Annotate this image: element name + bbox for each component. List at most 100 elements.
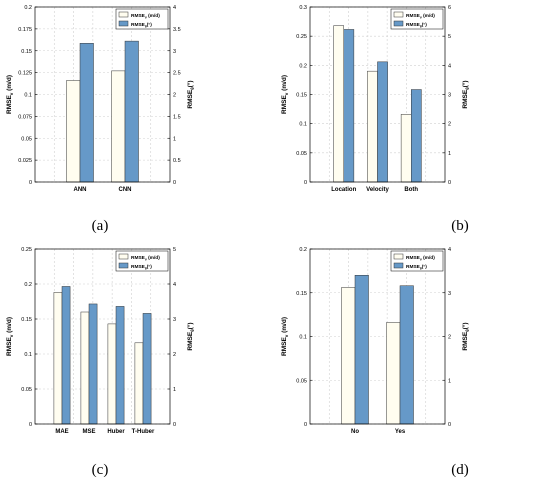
- bar-rmse-theta: [399, 285, 414, 425]
- y-tick-label: 0.1: [299, 335, 307, 341]
- y-tick-label: 0.05: [21, 136, 32, 142]
- y-tick-label: 0.175: [18, 27, 32, 33]
- y-right-tick-label: 3: [173, 49, 176, 55]
- x-tick-label: T-Huber: [132, 429, 155, 435]
- y-right-tick-label: 3: [173, 317, 176, 323]
- legend-swatch-rmse-v: [393, 253, 404, 260]
- legend-swatch-rmse-v: [393, 11, 404, 18]
- y-right-tick-label: 2: [173, 93, 176, 99]
- bar-rmse-v: [341, 287, 356, 425]
- y-right-tick-label: 5: [173, 247, 176, 253]
- y-right-tick-label: 3: [448, 291, 451, 297]
- y-right-tick-label: 1: [448, 151, 451, 157]
- bar-rmse-v: [134, 342, 144, 425]
- y-tick-label: 0: [304, 180, 307, 186]
- y-tick-label: 0.05: [296, 151, 307, 157]
- y-tick-label: 0.05: [296, 378, 307, 384]
- y-axis-label: RMSEv (m/d): [6, 75, 14, 114]
- chart-panel-c: MAE MSE Huber T-Huber 0 0.05 0.1 0.15 0.2 0.25 0 1 2…: [0, 242, 275, 462]
- bar-rmse-theta: [61, 286, 71, 425]
- bar-rmse-theta: [343, 29, 355, 183]
- y-right-tick-label: 2: [173, 352, 176, 358]
- legend-label-rmse-theta: RMSEθ(°): [406, 22, 427, 28]
- chart-d-svg: No Yes 0 0.05 0.1 0.15 0.2 0 1 2 3 4 RMSEv (m/d) RMSE…: [281, 247, 470, 435]
- x-tick-label: ANN: [74, 187, 87, 193]
- y-right-tick-label: 6: [448, 5, 451, 11]
- y-right-tick-label: 0: [448, 180, 451, 186]
- y-right-tick-label: 2.5: [173, 71, 181, 77]
- legend-box: [115, 8, 169, 30]
- caption-b: (b): [451, 218, 469, 234]
- bar-rmse-v: [386, 322, 401, 425]
- bar-rmse-v: [53, 292, 63, 425]
- y-tick-label: 0.1: [299, 122, 307, 128]
- legend-label-rmse-v: RMSEv (m/d): [131, 13, 160, 19]
- x-tick-label: Both: [404, 187, 418, 193]
- chart-c-svg: MAE MSE Huber T-Huber 0 0.05 0.1 0.15 0.2 0.25 0 1 2…: [6, 247, 195, 435]
- y-axis-label: RMSEv (m/d): [6, 317, 14, 356]
- y-right-tick-label: 2: [448, 122, 451, 128]
- y-tick-label: 0.2: [299, 63, 307, 69]
- y-right-tick-label: 1: [173, 387, 176, 393]
- bar-rmse-v: [107, 323, 117, 425]
- x-tick-label: Velocity: [366, 187, 389, 193]
- legend-swatch-rmse-theta: [393, 262, 404, 269]
- y-tick-label: 0.25: [21, 247, 32, 253]
- chart-a-svg: ANN CNN 0 0.025 0.05 0.075 0.1 0.125 0.15 0.175 0.…: [6, 5, 195, 193]
- bar-rmse-v: [80, 311, 90, 425]
- legend-label-rmse-v: RMSEv (m/d): [406, 255, 435, 261]
- y-axis-label: RMSEv (m/d): [281, 317, 289, 356]
- legend-label-rmse-theta: RMSEθ(°): [131, 22, 152, 28]
- legend-box: [390, 8, 444, 30]
- bar-rmse-theta: [377, 61, 388, 183]
- legend-swatch-rmse-theta: [118, 20, 129, 27]
- legend-swatch-rmse-theta: [118, 262, 129, 269]
- y-right-tick-label: 1: [173, 136, 176, 142]
- chart-panel-d: No Yes 0 0.05 0.1 0.15 0.2 0 1 2 3 4 RMSEv (m/d) RMSE…: [275, 242, 550, 462]
- y-right-tick-label: 3: [448, 93, 451, 99]
- y-tick-label: 0: [304, 422, 307, 428]
- y-tick-label: 0.3: [299, 5, 307, 11]
- y-tick-label: 0.15: [21, 317, 32, 323]
- legend-box: [390, 250, 444, 272]
- x-tick-label: No: [351, 429, 359, 435]
- legend-label-rmse-theta: RMSEθ(°): [131, 264, 152, 270]
- y-right-axis-label: RMSEθ(°): [461, 80, 470, 108]
- y-tick-label: 0.025: [18, 158, 32, 164]
- y-tick-label: 0.2: [24, 282, 32, 288]
- bar-rmse-v: [400, 114, 412, 183]
- y-tick-label: 0.1: [24, 352, 32, 358]
- y-tick-label: 0.25: [296, 34, 307, 40]
- y-right-tick-label: 1.5: [173, 114, 181, 120]
- bar-rmse-v: [367, 70, 378, 183]
- y-right-tick-label: 3.5: [173, 27, 181, 33]
- y-tick-label: 0.1: [24, 93, 32, 99]
- legend-box: [115, 250, 169, 272]
- bar-rmse-v: [111, 70, 126, 183]
- bar-rmse-theta: [115, 306, 125, 425]
- y-axis-label: RMSEv (m/d): [281, 75, 289, 114]
- bar-rmse-v: [66, 80, 81, 183]
- x-tick-label: CNN: [119, 187, 132, 193]
- y-right-tick-label: 4: [448, 247, 451, 253]
- legend-label-rmse-theta: RMSEθ(°): [406, 264, 427, 270]
- legend-swatch-rmse-theta: [393, 20, 404, 27]
- y-tick-label: 0.2: [24, 5, 32, 11]
- y-right-tick-label: 0.5: [173, 158, 181, 164]
- y-tick-label: 0.2: [299, 247, 307, 253]
- axes-frame: [34, 248, 171, 425]
- bar-rmse-theta: [354, 275, 369, 425]
- y-tick-label: 0.15: [296, 93, 307, 99]
- y-right-tick-label: 1: [448, 378, 451, 384]
- bar-rmse-theta: [124, 40, 139, 183]
- y-right-tick-label: 4: [448, 63, 451, 69]
- y-right-tick-label: 0: [173, 180, 176, 186]
- chart-b-svg: Location Velocity Both 0 0.05 0.1 0.15 0.2 0.25 0…: [281, 5, 470, 193]
- legend-label-rmse-v: RMSEv (m/d): [406, 13, 435, 19]
- y-right-axis-label: RMSEθ(°): [461, 322, 470, 350]
- y-tick-label: 0.15: [296, 291, 307, 297]
- y-right-axis-label: RMSEθ(°): [186, 322, 195, 350]
- caption-a: (a): [91, 218, 109, 234]
- y-right-tick-label: 4: [173, 5, 176, 11]
- y-tick-label: 0.075: [18, 114, 32, 120]
